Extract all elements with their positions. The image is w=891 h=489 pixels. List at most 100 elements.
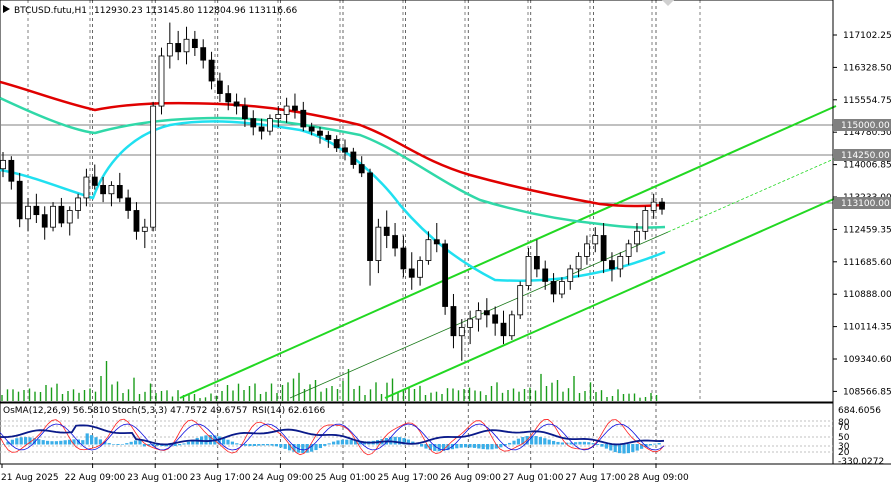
candle-body[interactable]	[50, 205, 56, 228]
candle-body[interactable]	[325, 134, 332, 140]
candle-body[interactable]	[433, 239, 440, 245]
candle-body[interactable]	[191, 38, 198, 49]
candle-body[interactable]	[66, 210, 73, 224]
candle-body[interactable]	[392, 235, 398, 249]
candle-body[interactable]	[308, 126, 315, 132]
candle-body[interactable]	[358, 164, 365, 174]
candle-body[interactable]	[442, 243, 449, 307]
candle-body[interactable]	[625, 243, 632, 257]
candle-body[interactable]	[525, 255, 532, 287]
candle-body[interactable]	[458, 326, 465, 337]
candle-body[interactable]	[133, 210, 140, 232]
candle-body[interactable]	[292, 105, 298, 111]
candle-body[interactable]	[408, 268, 415, 278]
candle-body[interactable]	[283, 105, 290, 115]
candle-body[interactable]	[233, 101, 240, 107]
candle-body[interactable]	[634, 230, 640, 245]
time-axis[interactable]: 21 Aug 2025 22 Aug 09:00 23 Aug 01:00 23 Au…	[0, 463, 891, 483]
candle-body[interactable]	[417, 260, 423, 278]
channel-upper-line[interactable]	[179, 105, 837, 399]
candle-body[interactable]	[141, 226, 148, 232]
candle-body[interactable]	[350, 151, 357, 165]
candle-body[interactable]	[125, 197, 132, 211]
candle-body[interactable]	[200, 47, 207, 61]
candle-body[interactable]	[208, 59, 215, 82]
candle-body[interactable]	[333, 139, 340, 149]
candle-body[interactable]	[400, 247, 407, 270]
candle-body[interactable]	[342, 147, 348, 153]
candle-body[interactable]	[116, 185, 123, 199]
candle-body[interactable]	[100, 185, 107, 195]
osma-bar	[191, 439, 195, 445]
ma-red-line[interactable]	[0, 80, 666, 208]
candlesticks[interactable]	[0, 22, 665, 361]
candle-body[interactable]	[659, 201, 665, 210]
osma-bar	[574, 442, 578, 445]
candle-body[interactable]	[642, 210, 649, 232]
candle-body[interactable]	[150, 105, 157, 228]
candle-body[interactable]	[83, 176, 90, 199]
candle-body[interactable]	[542, 268, 549, 282]
candle-body[interactable]	[500, 322, 507, 337]
candle-body[interactable]	[558, 281, 565, 295]
ma-cyan-line[interactable]	[0, 120, 666, 282]
candle-body[interactable]	[300, 109, 307, 128]
candle-body[interactable]	[250, 118, 257, 128]
candle-body[interactable]	[258, 126, 265, 132]
candle-body[interactable]	[492, 314, 499, 324]
candle-body[interactable]	[225, 93, 232, 103]
stoch-signal-line[interactable]	[0, 423, 665, 451]
candle-body[interactable]	[16, 180, 23, 220]
rsi-line[interactable]	[0, 424, 665, 446]
candle-body[interactable]	[550, 281, 557, 295]
candle-body[interactable]	[175, 43, 182, 53]
candle-body[interactable]	[58, 205, 65, 224]
candle-body[interactable]	[41, 214, 48, 228]
candle-body[interactable]	[483, 310, 490, 316]
volume-bars	[1, 361, 658, 401]
candle-body[interactable]	[183, 38, 190, 53]
candle-body[interactable]	[475, 310, 482, 320]
candle-body[interactable]	[425, 239, 432, 261]
candle-body[interactable]	[158, 55, 165, 107]
candle-body[interactable]	[592, 235, 599, 245]
candle-body[interactable]	[517, 285, 524, 316]
candle-body[interactable]	[367, 172, 373, 261]
candle-body[interactable]	[25, 205, 31, 220]
candle-body[interactable]	[617, 255, 624, 270]
candle-body[interactable]	[8, 159, 15, 182]
osma-bar	[613, 444, 617, 453]
candle-body[interactable]	[242, 105, 248, 120]
price-pane[interactable]: BTCUSD.futu,H1 112930.23 113145.80 11280…	[0, 0, 837, 464]
candle-body[interactable]	[216, 80, 223, 94]
candle-body[interactable]	[584, 243, 590, 257]
candle-body[interactable]	[450, 306, 457, 337]
candle-body[interactable]	[0, 159, 6, 170]
candle-body[interactable]	[108, 185, 115, 195]
candle-body[interactable]	[166, 43, 173, 57]
candle-body[interactable]	[317, 130, 323, 136]
channel-lower-line[interactable]	[384, 197, 837, 399]
candle-body[interactable]	[567, 268, 574, 282]
shift-marker-icon[interactable]	[662, 0, 674, 6]
ma-teal-line[interactable]	[0, 96, 666, 229]
candle-body[interactable]	[508, 314, 515, 337]
candle-body[interactable]	[267, 118, 273, 132]
candle-body[interactable]	[383, 226, 390, 236]
candle-body[interactable]	[91, 176, 98, 186]
candle-body[interactable]	[600, 235, 607, 261]
candle-body[interactable]	[467, 318, 474, 328]
candle-body[interactable]	[609, 260, 615, 270]
candle-body[interactable]	[275, 114, 282, 120]
osma-bar	[186, 441, 190, 445]
collapse-arrow-icon[interactable]	[3, 5, 10, 13]
candle-body[interactable]	[533, 255, 540, 270]
indicator-pane[interactable]: OsMA(12,26,9) 56.5810 Stoch(5,3,3) 47.75…	[0, 402, 884, 467]
candle-body[interactable]	[75, 197, 81, 211]
candle-body[interactable]	[33, 205, 40, 216]
candle-body[interactable]	[375, 226, 382, 261]
candle-body[interactable]	[575, 255, 582, 270]
candle-body[interactable]	[650, 201, 657, 211]
